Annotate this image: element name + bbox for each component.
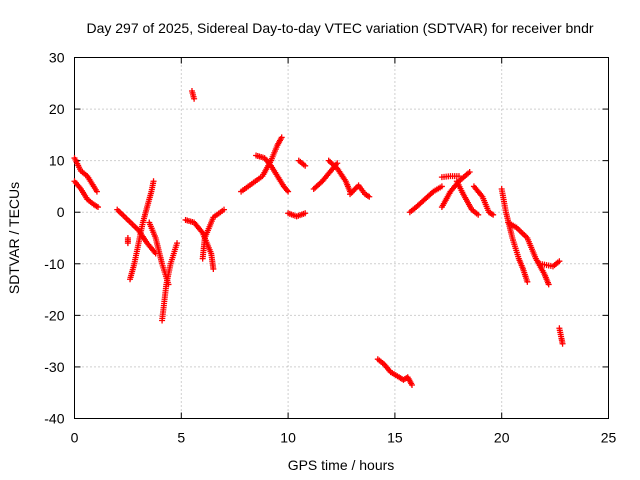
data-point <box>556 258 563 265</box>
y-tick-label: -40 <box>44 411 64 427</box>
data-point <box>221 206 228 213</box>
data-point <box>366 193 373 200</box>
chart-axes: 0 5 10 15 20 25 -40 -30 -20 -10 0 10 20 30 <box>44 50 616 446</box>
x-tick-label: 10 <box>280 430 296 446</box>
data-point <box>490 211 497 218</box>
x-tick-label: 0 <box>71 430 79 446</box>
data-point <box>408 381 415 388</box>
data-point <box>466 168 473 175</box>
x-tick-label: 15 <box>387 430 403 446</box>
data-point <box>559 340 566 347</box>
y-tick-label: 30 <box>49 50 65 66</box>
data-point <box>302 162 309 169</box>
plot-frame <box>74 57 609 419</box>
data-point <box>524 278 531 285</box>
data-point <box>284 187 291 194</box>
y-tick-label: 0 <box>57 204 65 220</box>
data-point <box>285 188 292 195</box>
data-point <box>438 183 445 190</box>
data-points <box>71 88 566 388</box>
y-tick-label: 10 <box>49 153 65 169</box>
y-tick-label: -10 <box>44 256 64 272</box>
chart-title: Day 297 of 2025, Sidereal Day-to-day VTE… <box>86 20 593 36</box>
y-tick-label: -30 <box>44 359 64 375</box>
y-axis-label: SDTVAR / TECUs <box>6 182 22 294</box>
x-axis-label: GPS time / hours <box>288 457 395 473</box>
x-tick-label: 20 <box>494 430 510 446</box>
data-point <box>210 265 217 272</box>
x-tick-label: 25 <box>601 430 617 446</box>
data-point <box>124 240 131 247</box>
data-point <box>278 134 285 141</box>
y-tick-label: -20 <box>44 307 64 323</box>
data-point <box>93 188 100 195</box>
data-point <box>475 211 482 218</box>
x-tick-label: 5 <box>177 430 185 446</box>
data-point <box>150 178 157 185</box>
data-point <box>302 210 309 217</box>
data-point <box>455 173 462 180</box>
data-point <box>94 204 101 211</box>
data-point <box>174 240 181 247</box>
y-tick-label: 20 <box>49 101 65 117</box>
data-point <box>545 281 552 288</box>
data-point <box>191 95 198 102</box>
